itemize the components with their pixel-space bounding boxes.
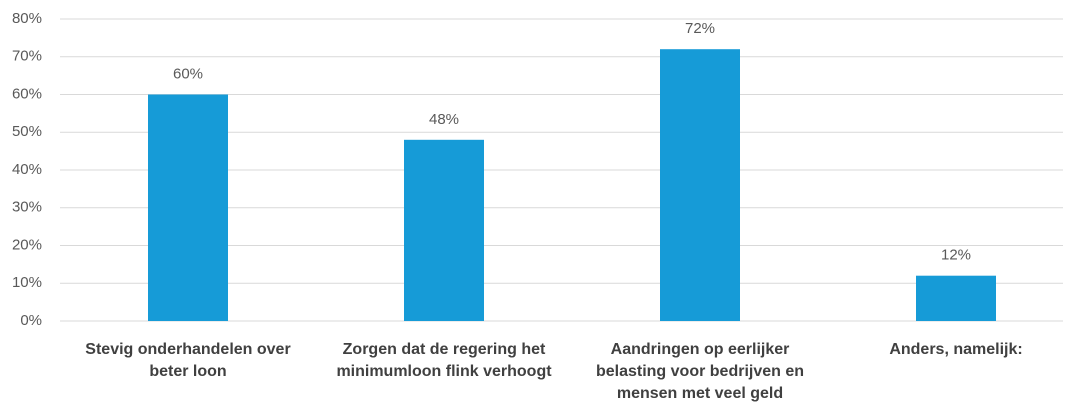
x-tick-label: Zorgen dat de regering het minimumloon f… bbox=[336, 341, 552, 380]
y-tick-label: 70% bbox=[12, 48, 42, 65]
y-tick-label: 80% bbox=[12, 10, 42, 27]
x-tick-label: Aandringen op eerlijker belasting voor b… bbox=[595, 341, 805, 402]
y-tick-label: 0% bbox=[20, 312, 42, 329]
data-label: 48% bbox=[429, 111, 459, 128]
x-tick-label: Stevig onderhandelen over beter loon bbox=[85, 341, 291, 380]
bar bbox=[404, 139, 484, 321]
y-tick-label: 50% bbox=[12, 123, 42, 140]
data-label: 12% bbox=[941, 247, 971, 264]
data-label: 72% bbox=[685, 20, 715, 37]
y-tick-label: 30% bbox=[12, 199, 42, 216]
y-tick-label: 40% bbox=[12, 161, 42, 178]
y-tick-label: 10% bbox=[12, 274, 42, 291]
y-tick-label: 60% bbox=[12, 85, 42, 102]
bar bbox=[916, 275, 996, 321]
x-tick-label: Anders, namelijk: bbox=[889, 341, 1023, 358]
data-label: 60% bbox=[173, 65, 203, 82]
y-tick-label: 20% bbox=[12, 236, 42, 253]
bar bbox=[148, 94, 228, 321]
bar bbox=[660, 49, 740, 321]
